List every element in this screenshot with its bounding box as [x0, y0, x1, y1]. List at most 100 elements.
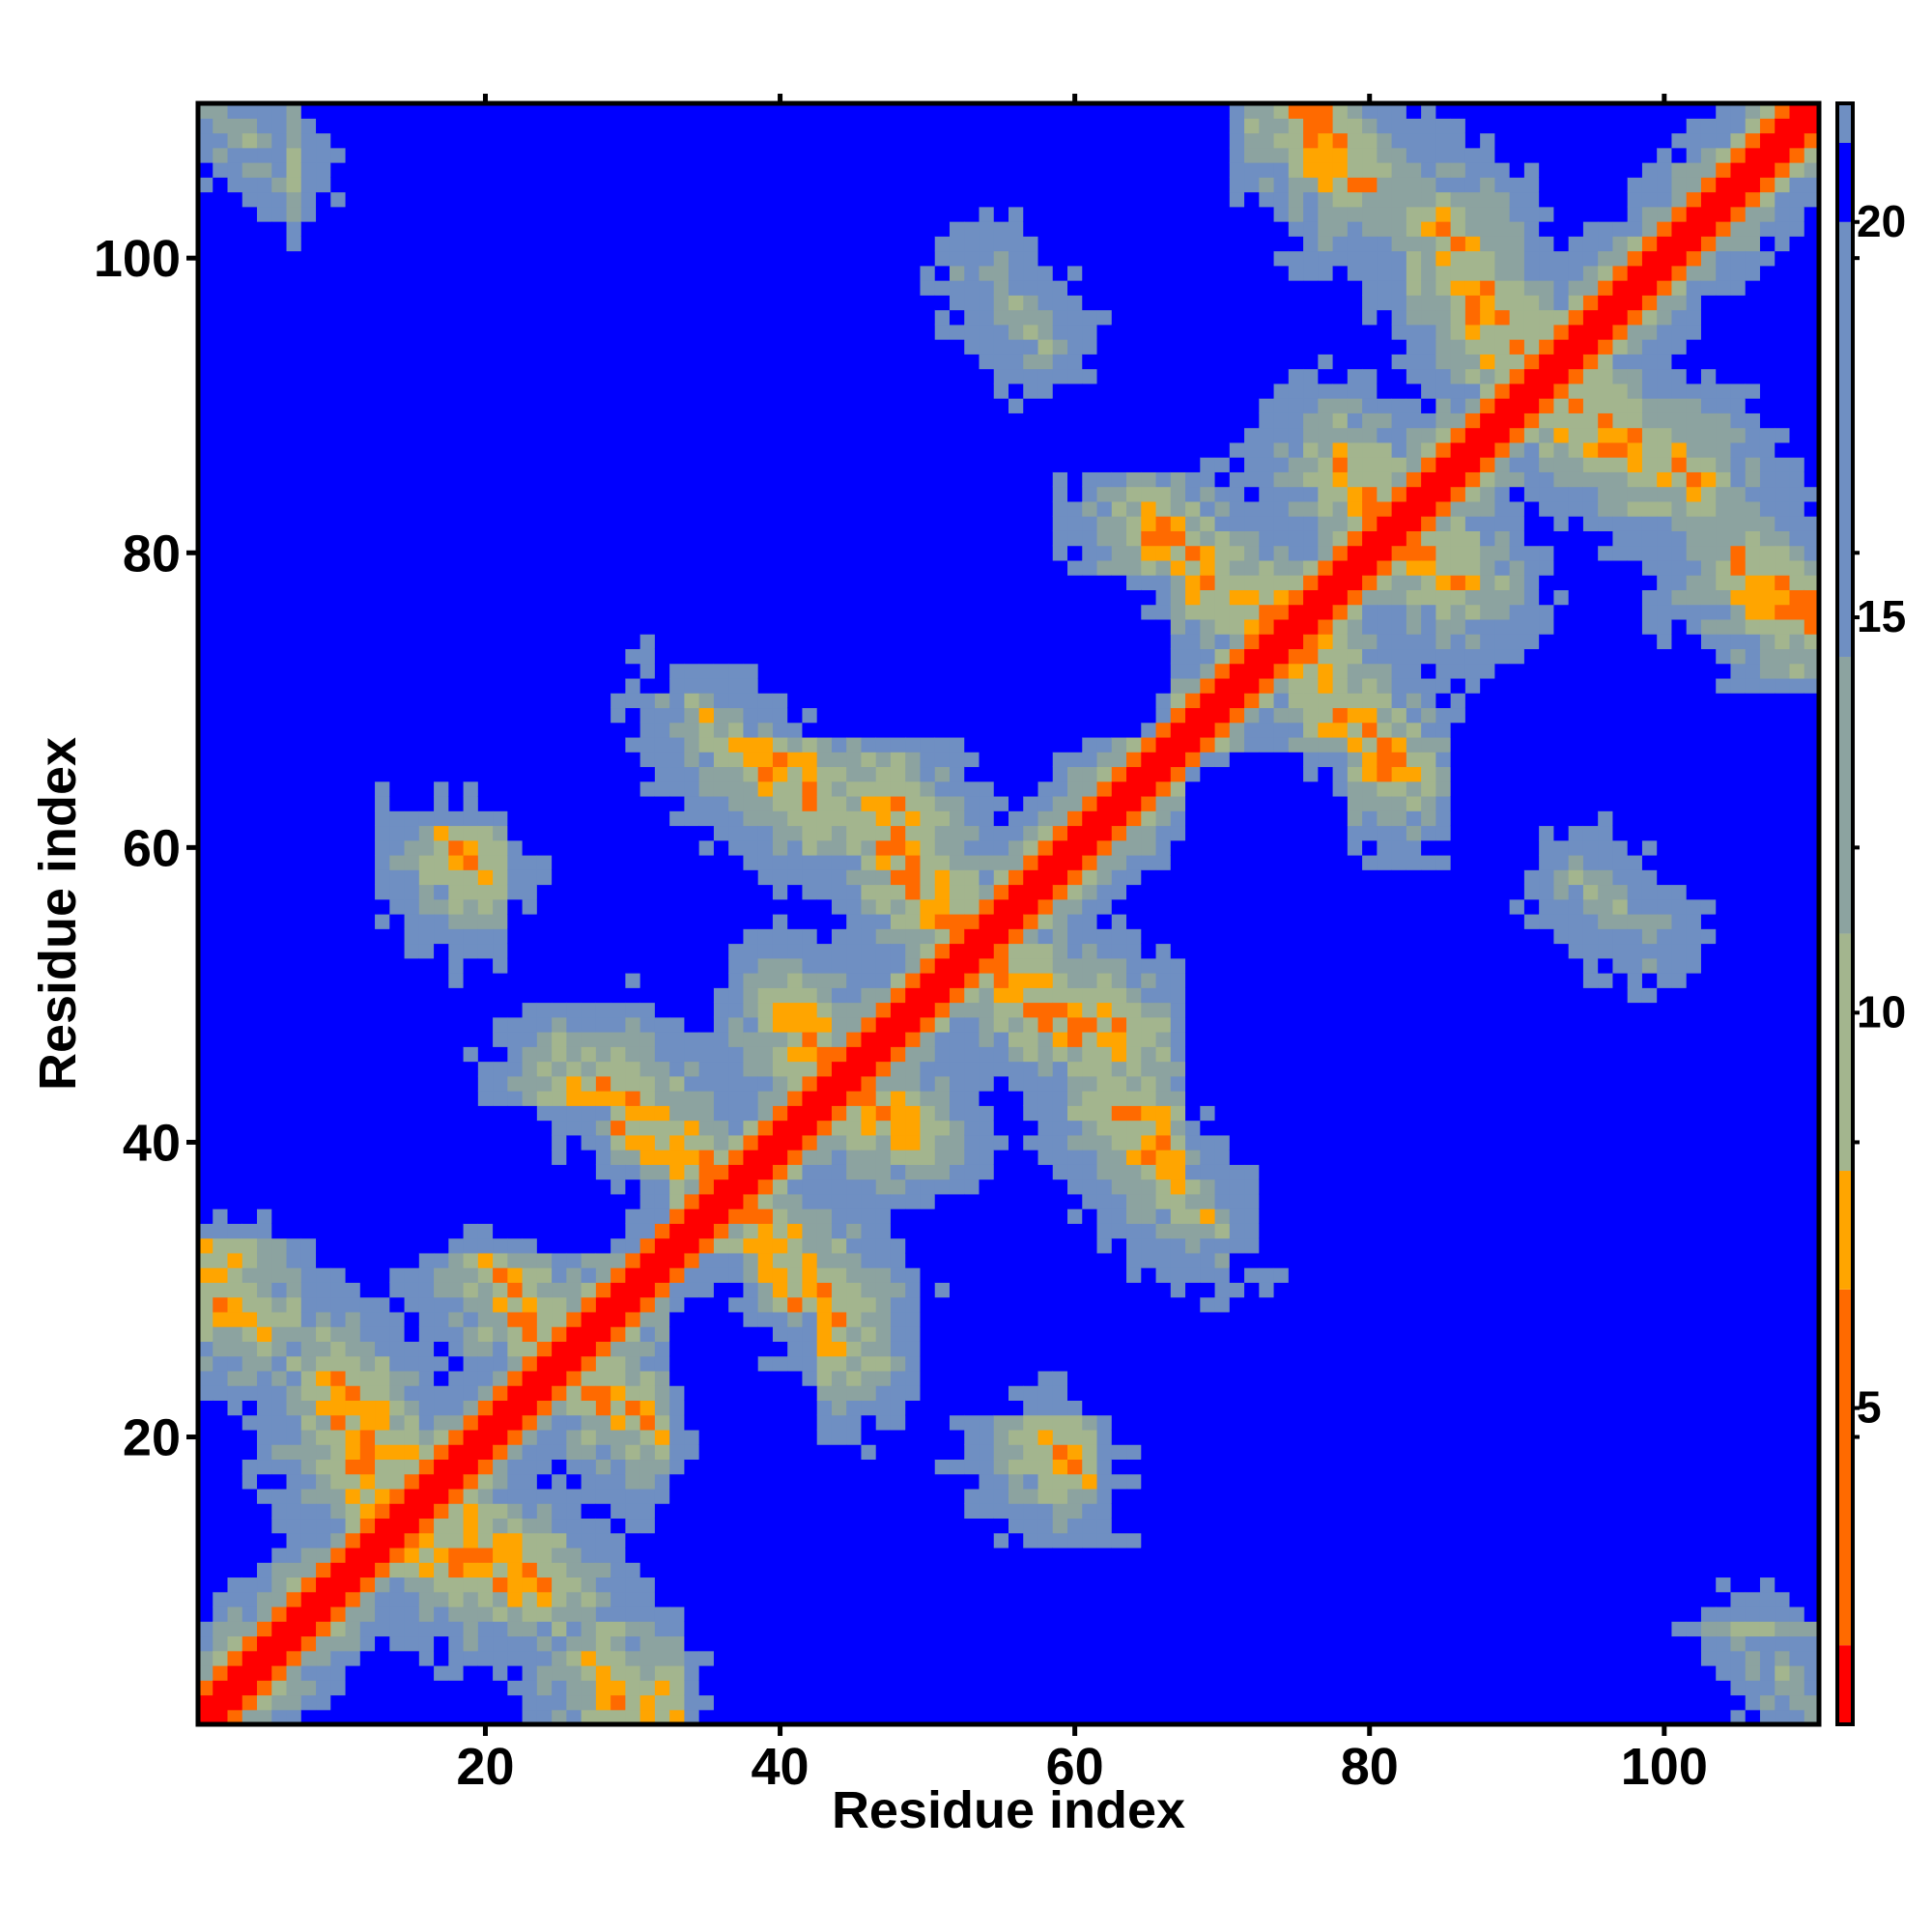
- heatmap-cell: [507, 1605, 524, 1622]
- heatmap-cell: [684, 1532, 700, 1548]
- heatmap-cell: [257, 839, 272, 856]
- heatmap-cell: [213, 118, 229, 134]
- heatmap-cell: [330, 1164, 347, 1180]
- heatmap-cell: [448, 1311, 465, 1327]
- heatmap-cell: [684, 648, 700, 665]
- heatmap-cell: [536, 1267, 553, 1283]
- heatmap-cell: [581, 973, 597, 988]
- heatmap-cell: [493, 914, 508, 929]
- heatmap-cell: [536, 236, 553, 252]
- heatmap-cell: [625, 898, 641, 915]
- heatmap-cell: [846, 928, 863, 945]
- heatmap-cell: [375, 1061, 390, 1077]
- heatmap-cell: [493, 250, 508, 267]
- heatmap-cell: [552, 221, 567, 237]
- heatmap-cell: [713, 147, 729, 163]
- heatmap-cell: [198, 516, 213, 531]
- heatmap-cell: [536, 854, 553, 870]
- heatmap-cell: [463, 1605, 479, 1622]
- heatmap-cell: [507, 191, 524, 208]
- heatmap-cell: [493, 324, 508, 340]
- heatmap-cell: [611, 354, 626, 370]
- heatmap-cell: [684, 1635, 700, 1652]
- heatmap-cell: [669, 1341, 685, 1357]
- heatmap-cell: [536, 1105, 553, 1122]
- heatmap-cell: [802, 1311, 818, 1327]
- heatmap-cell: [493, 368, 508, 384]
- heatmap-cell: [816, 973, 833, 988]
- heatmap-cell: [345, 1134, 361, 1151]
- heatmap-cell: [669, 250, 685, 267]
- heatmap-cell: [257, 1694, 272, 1711]
- heatmap-cell: [448, 500, 465, 517]
- heatmap-cell: [654, 250, 670, 267]
- heatmap-cell: [816, 1061, 833, 1077]
- heatmap-cell: [552, 1488, 567, 1504]
- heatmap-cell: [802, 1267, 818, 1283]
- heatmap-cell: [418, 957, 435, 974]
- heatmap-cell: [434, 1650, 449, 1666]
- heatmap-cell: [802, 162, 818, 178]
- heatmap-cell: [639, 1193, 656, 1209]
- heatmap-cell: [271, 412, 288, 429]
- heatmap-cell: [536, 118, 553, 134]
- heatmap-cell: [242, 839, 258, 856]
- heatmap-cell: [625, 914, 641, 929]
- heatmap-cell: [831, 516, 847, 531]
- heatmap-cell: [257, 1385, 272, 1401]
- heatmap-cell: [345, 132, 361, 149]
- heatmap-cell: [684, 1164, 700, 1180]
- heatmap-cell: [669, 559, 685, 576]
- heatmap-cell: [669, 1547, 685, 1563]
- heatmap-cell: [713, 693, 729, 709]
- heatmap-cell: [375, 1400, 390, 1416]
- heatmap-cell: [639, 1016, 656, 1033]
- heatmap-cell: [271, 132, 288, 149]
- heatmap-cell: [227, 1208, 243, 1224]
- heatmap-cell: [595, 575, 611, 590]
- heatmap-cell: [330, 1414, 347, 1431]
- heatmap-cell: [477, 898, 494, 915]
- heatmap-cell: [831, 1591, 847, 1607]
- heatmap-cell: [316, 132, 331, 149]
- heatmap-cell: [375, 162, 390, 178]
- heatmap-cell: [684, 500, 700, 517]
- heatmap-cell: [625, 1635, 641, 1652]
- heatmap-cell: [816, 914, 833, 929]
- heatmap-cell: [787, 1061, 804, 1077]
- heatmap-cell: [625, 500, 641, 517]
- heatmap-cell: [802, 1459, 818, 1475]
- heatmap-cell: [846, 457, 863, 472]
- heatmap-cell: [271, 618, 288, 635]
- heatmap-cell: [418, 589, 435, 606]
- heatmap-cell: [595, 162, 611, 178]
- heatmap-cell: [831, 118, 847, 134]
- heatmap-cell: [330, 427, 347, 443]
- heatmap-cell: [654, 884, 670, 900]
- heatmap-cell: [507, 516, 524, 531]
- heatmap-cell: [625, 854, 641, 870]
- heatmap-cell: [698, 177, 715, 193]
- heatmap-cell: [625, 752, 641, 768]
- heatmap-cell: [434, 457, 449, 472]
- heatmap-cell: [345, 1326, 361, 1342]
- heatmap-cell: [198, 191, 213, 208]
- heatmap-cell: [831, 221, 847, 237]
- heatmap-cell: [566, 118, 582, 134]
- heatmap-cell: [345, 545, 361, 561]
- heatmap-cell: [654, 1091, 670, 1106]
- heatmap-cell: [522, 973, 538, 988]
- heatmap-cell: [802, 339, 818, 355]
- heatmap-cell: [669, 1680, 685, 1696]
- heatmap-cell: [448, 427, 465, 443]
- heatmap-cell: [728, 973, 745, 988]
- heatmap-cell: [581, 795, 597, 811]
- heatmap-cell: [522, 1046, 538, 1063]
- heatmap-cell: [698, 1032, 715, 1047]
- heatmap-cell: [257, 1046, 272, 1063]
- heatmap-cell: [345, 634, 361, 650]
- heatmap-cell: [198, 618, 213, 635]
- heatmap-cell: [257, 191, 272, 208]
- heatmap-cell: [242, 795, 258, 811]
- heatmap-cell: [669, 1002, 685, 1018]
